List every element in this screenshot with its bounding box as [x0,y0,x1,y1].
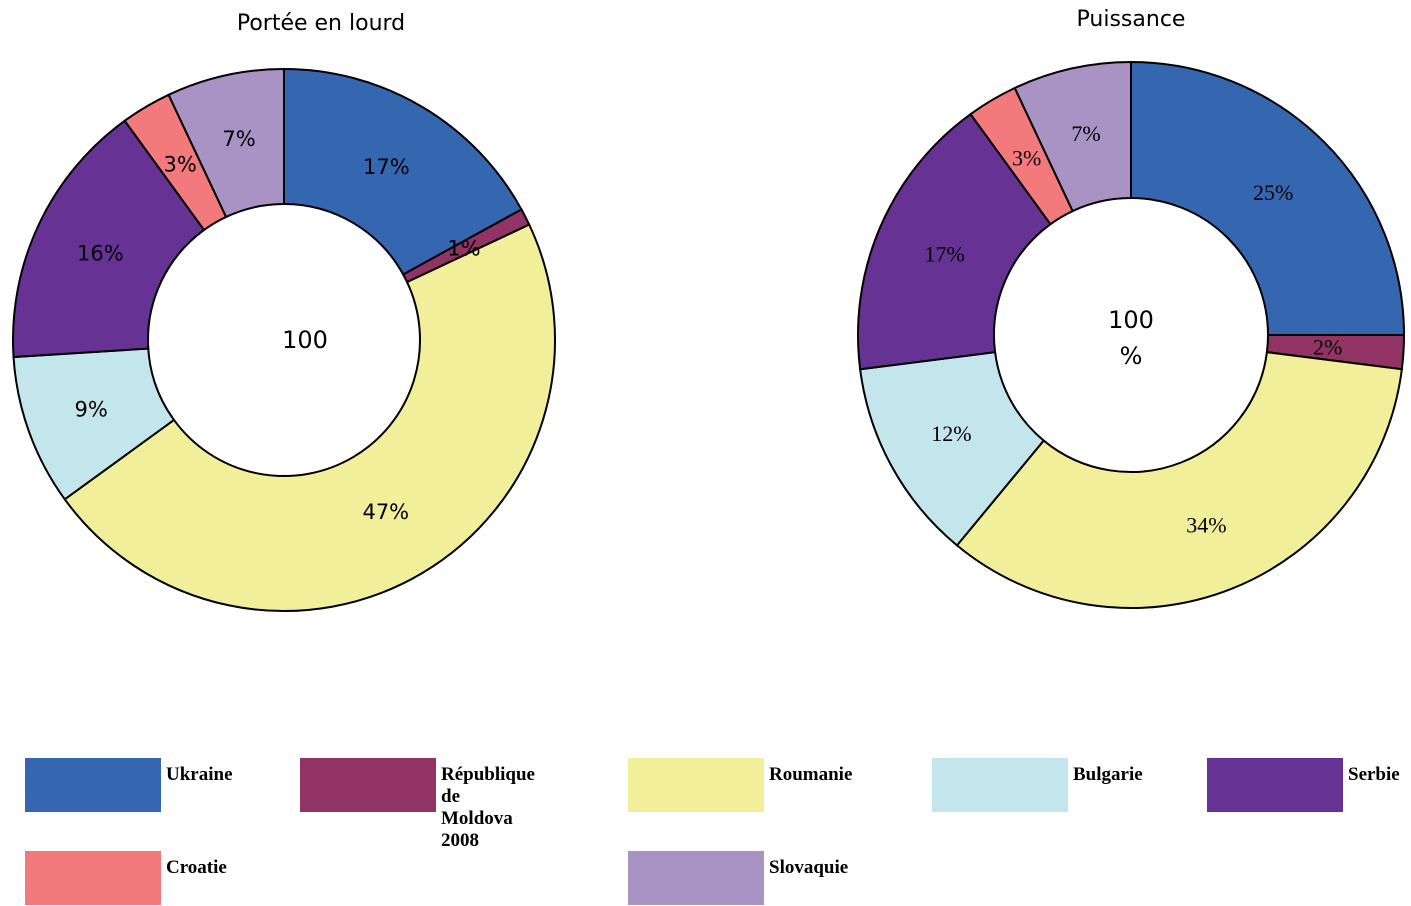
slice-serbie [857,112,1052,371]
slice-value-label: 47% [362,500,409,524]
center-label: 100 [282,326,328,354]
slice-value-label: 7% [222,127,255,151]
slice-value-label: 3% [1012,146,1041,171]
slice-value-label: 34% [1186,513,1226,538]
legend-label: Croatie [166,857,227,878]
slice-ukraine [283,67,523,276]
legend-label: Serbie [1348,764,1400,785]
legend-label: Bulgarie [1073,764,1143,785]
slice-slovaquie [1013,60,1132,213]
slice-value-label: 25% [1253,180,1293,205]
legend-swatch [1206,757,1344,813]
slice-value-label: 2% [1313,334,1342,359]
chart-title: Puissance [1077,7,1186,32]
legend-label: République de Moldova 2008 [441,764,535,851]
legend-label: Ukraine [166,764,233,785]
slice-value-label: 17% [925,241,965,266]
slice-value-label: 9% [74,397,107,421]
slice-value-label: 17% [363,155,410,179]
legend-swatch [627,850,765,906]
donut-chart-2: Puissance 25% 2% 34% 12% 17% 3% 7% 100% [857,7,1406,609]
slice-ukraine [1130,60,1406,336]
slice-value-label: 3% [163,152,196,176]
legend-swatch [24,757,162,813]
slice-serbie [12,119,206,359]
chart-title: Portée en lourd [237,11,405,36]
slice-value-label: 7% [1071,121,1100,146]
slice-slovaquie [167,67,285,219]
slice-value-label: 1% [447,236,480,260]
slice-value-label: 16% [77,242,124,266]
legend-label: Slovaquie [769,857,849,878]
donut-chart-1: Portée en lourd 17% 1% 47% 9% 16% 3% 7% 100 [12,11,556,612]
legend-swatch [627,757,765,813]
center-label: 100% [1108,306,1154,370]
slice-value-label: 12% [931,421,971,446]
slice-roumanie [63,223,556,612]
legend-label: Roumanie [769,764,853,785]
legend-swatch [299,757,437,813]
slice-roumanie [955,351,1403,609]
legend-swatch [931,757,1069,813]
legend-swatch [24,850,162,906]
